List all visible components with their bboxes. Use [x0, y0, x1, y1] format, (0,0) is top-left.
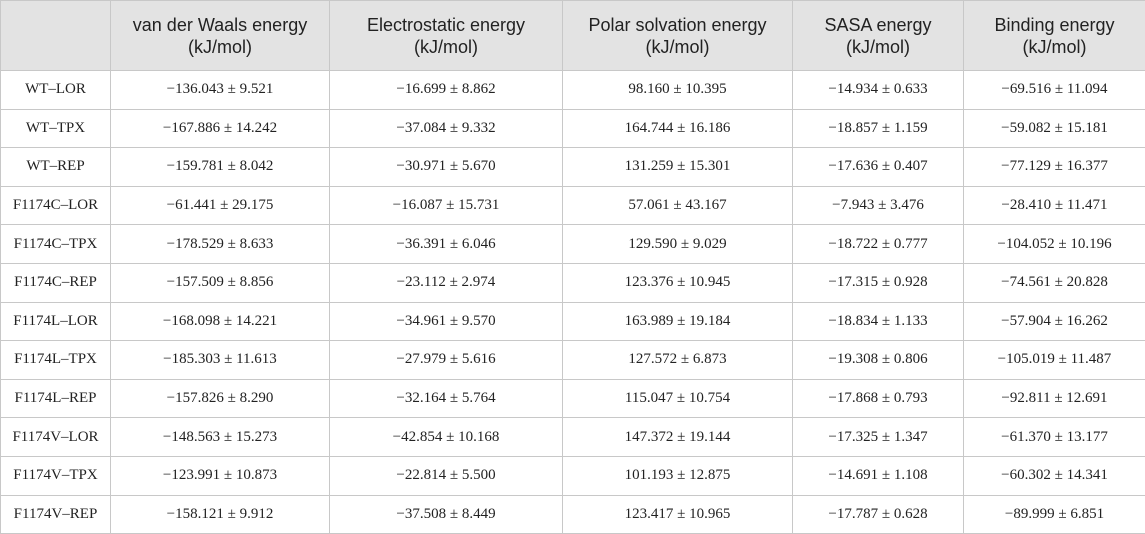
- cell-vdw: −167.886 ± 14.242: [111, 109, 330, 148]
- cell-binding: −57.904 ± 16.262: [964, 302, 1145, 341]
- cell-polar-solvation: 115.047 ± 10.754: [563, 379, 793, 418]
- cell-vdw: −148.563 ± 15.273: [111, 418, 330, 457]
- cell-binding: −104.052 ± 10.196: [964, 225, 1145, 264]
- cell-sasa: −7.943 ± 3.476: [793, 186, 964, 225]
- cell-sasa: −18.722 ± 0.777: [793, 225, 964, 264]
- cell-vdw: −178.529 ± 8.633: [111, 225, 330, 264]
- header-polar-solvation-energy: Polar solvation energy (kJ/mol): [563, 1, 793, 71]
- cell-polar-solvation: 123.376 ± 10.945: [563, 263, 793, 302]
- cell-binding: −28.410 ± 11.471: [964, 186, 1145, 225]
- table-row: F1174V–LOR −148.563 ± 15.273 −42.854 ± 1…: [1, 418, 1145, 457]
- cell-vdw: −157.509 ± 8.856: [111, 263, 330, 302]
- cell-binding: −69.516 ± 11.094: [964, 71, 1145, 110]
- cell-polar-solvation: 127.572 ± 6.873: [563, 341, 793, 380]
- table-row: F1174V–TPX −123.991 ± 10.873 −22.814 ± 5…: [1, 456, 1145, 495]
- cell-vdw: −158.121 ± 9.912: [111, 495, 330, 534]
- cell-system: WT–REP: [1, 148, 111, 187]
- cell-vdw: −168.098 ± 14.221: [111, 302, 330, 341]
- table-row: F1174L–REP −157.826 ± 8.290 −32.164 ± 5.…: [1, 379, 1145, 418]
- table-row: F1174C–LOR −61.441 ± 29.175 −16.087 ± 15…: [1, 186, 1145, 225]
- cell-electrostatic: −37.084 ± 9.332: [330, 109, 563, 148]
- cell-sasa: −14.691 ± 1.108: [793, 456, 964, 495]
- cell-binding: −61.370 ± 13.177: [964, 418, 1145, 457]
- cell-polar-solvation: 163.989 ± 19.184: [563, 302, 793, 341]
- table-row: WT–REP −159.781 ± 8.042 −30.971 ± 5.670 …: [1, 148, 1145, 187]
- header-electrostatic-energy: Electrostatic energy (kJ/mol): [330, 1, 563, 71]
- cell-sasa: −17.636 ± 0.407: [793, 148, 964, 187]
- cell-polar-solvation: 147.372 ± 19.144: [563, 418, 793, 457]
- cell-system: WT–LOR: [1, 71, 111, 110]
- cell-binding: −92.811 ± 12.691: [964, 379, 1145, 418]
- cell-sasa: −17.787 ± 0.628: [793, 495, 964, 534]
- cell-sasa: −14.934 ± 0.633: [793, 71, 964, 110]
- cell-system: F1174C–LOR: [1, 186, 111, 225]
- cell-vdw: −185.303 ± 11.613: [111, 341, 330, 380]
- cell-vdw: −123.991 ± 10.873: [111, 456, 330, 495]
- table-header: van der Waals energy (kJ/mol) Electrosta…: [1, 1, 1145, 71]
- cell-polar-solvation: 98.160 ± 10.395: [563, 71, 793, 110]
- cell-electrostatic: −34.961 ± 9.570: [330, 302, 563, 341]
- cell-vdw: −136.043 ± 9.521: [111, 71, 330, 110]
- cell-sasa: −18.834 ± 1.133: [793, 302, 964, 341]
- cell-system: F1174L–REP: [1, 379, 111, 418]
- cell-polar-solvation: 129.590 ± 9.029: [563, 225, 793, 264]
- cell-binding: −59.082 ± 15.181: [964, 109, 1145, 148]
- cell-sasa: −17.868 ± 0.793: [793, 379, 964, 418]
- cell-system: F1174V–TPX: [1, 456, 111, 495]
- header-system: [1, 1, 111, 71]
- table-row: F1174C–REP −157.509 ± 8.856 −23.112 ± 2.…: [1, 263, 1145, 302]
- table-row: WT–TPX −167.886 ± 14.242 −37.084 ± 9.332…: [1, 109, 1145, 148]
- header-row: van der Waals energy (kJ/mol) Electrosta…: [1, 1, 1145, 71]
- cell-system: F1174L–LOR: [1, 302, 111, 341]
- cell-binding: −105.019 ± 11.487: [964, 341, 1145, 380]
- cell-polar-solvation: 57.061 ± 43.167: [563, 186, 793, 225]
- cell-electrostatic: −37.508 ± 8.449: [330, 495, 563, 534]
- cell-electrostatic: −16.699 ± 8.862: [330, 71, 563, 110]
- header-vdw-energy: van der Waals energy (kJ/mol): [111, 1, 330, 71]
- header-binding-energy: Binding energy (kJ/mol): [964, 1, 1145, 71]
- cell-system: WT–TPX: [1, 109, 111, 148]
- cell-sasa: −17.315 ± 0.928: [793, 263, 964, 302]
- cell-system: F1174V–LOR: [1, 418, 111, 457]
- cell-binding: −77.129 ± 16.377: [964, 148, 1145, 187]
- cell-binding: −74.561 ± 20.828: [964, 263, 1145, 302]
- cell-binding: −60.302 ± 14.341: [964, 456, 1145, 495]
- cell-electrostatic: −22.814 ± 5.500: [330, 456, 563, 495]
- table-row: F1174C–TPX −178.529 ± 8.633 −36.391 ± 6.…: [1, 225, 1145, 264]
- table-row: WT–LOR −136.043 ± 9.521 −16.699 ± 8.862 …: [1, 71, 1145, 110]
- table-body: WT–LOR −136.043 ± 9.521 −16.699 ± 8.862 …: [1, 71, 1145, 534]
- cell-electrostatic: −16.087 ± 15.731: [330, 186, 563, 225]
- cell-polar-solvation: 101.193 ± 12.875: [563, 456, 793, 495]
- cell-sasa: −19.308 ± 0.806: [793, 341, 964, 380]
- cell-polar-solvation: 123.417 ± 10.965: [563, 495, 793, 534]
- cell-sasa: −17.325 ± 1.347: [793, 418, 964, 457]
- cell-sasa: −18.857 ± 1.159: [793, 109, 964, 148]
- cell-vdw: −61.441 ± 29.175: [111, 186, 330, 225]
- cell-vdw: −157.826 ± 8.290: [111, 379, 330, 418]
- cell-electrostatic: −36.391 ± 6.046: [330, 225, 563, 264]
- cell-polar-solvation: 164.744 ± 16.186: [563, 109, 793, 148]
- cell-system: F1174C–REP: [1, 263, 111, 302]
- table-row: F1174L–LOR −168.098 ± 14.221 −34.961 ± 9…: [1, 302, 1145, 341]
- table-row: F1174L–TPX −185.303 ± 11.613 −27.979 ± 5…: [1, 341, 1145, 380]
- cell-polar-solvation: 131.259 ± 15.301: [563, 148, 793, 187]
- table-row: F1174V–REP −158.121 ± 9.912 −37.508 ± 8.…: [1, 495, 1145, 534]
- cell-electrostatic: −27.979 ± 5.616: [330, 341, 563, 380]
- cell-vdw: −159.781 ± 8.042: [111, 148, 330, 187]
- cell-binding: −89.999 ± 6.851: [964, 495, 1145, 534]
- cell-electrostatic: −30.971 ± 5.670: [330, 148, 563, 187]
- cell-electrostatic: −42.854 ± 10.168: [330, 418, 563, 457]
- cell-electrostatic: −32.164 ± 5.764: [330, 379, 563, 418]
- cell-system: F1174C–TPX: [1, 225, 111, 264]
- cell-electrostatic: −23.112 ± 2.974: [330, 263, 563, 302]
- header-sasa-energy: SASA energy (kJ/mol): [793, 1, 964, 71]
- cell-system: F1174L–TPX: [1, 341, 111, 380]
- cell-system: F1174V–REP: [1, 495, 111, 534]
